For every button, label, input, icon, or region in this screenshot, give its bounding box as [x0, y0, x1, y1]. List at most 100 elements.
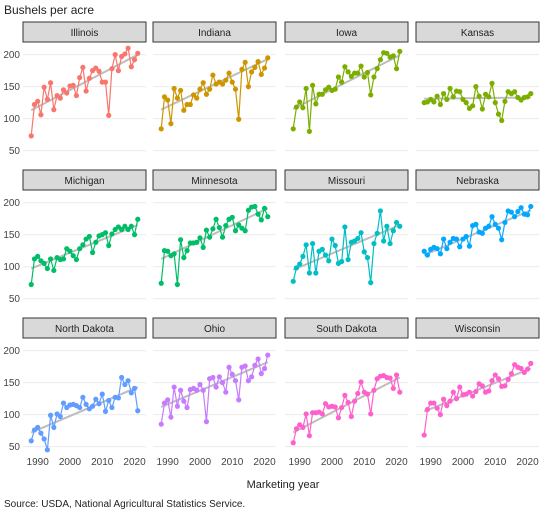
data-point: [358, 379, 364, 385]
data-point: [255, 356, 261, 362]
data-point: [345, 69, 351, 75]
data-point: [99, 391, 105, 397]
data-point: [161, 94, 168, 100]
panel-nebraska: Nebraska: [415, 169, 540, 300]
data-point: [203, 227, 210, 233]
panel-title-minnesota: Minnesota: [191, 176, 238, 187]
data-point: [528, 360, 534, 366]
data-point: [322, 252, 329, 258]
data-point: [441, 91, 447, 97]
panel-title-illinois: Illinois: [71, 28, 99, 39]
data-point: [453, 236, 460, 242]
data-point: [184, 404, 190, 411]
data-point: [319, 411, 325, 417]
data-point: [106, 242, 112, 249]
data-point: [229, 371, 235, 377]
data-point: [229, 79, 235, 85]
data-point: [265, 352, 271, 358]
data-point: [216, 374, 222, 380]
data-point: [434, 246, 440, 252]
data-point: [115, 68, 121, 74]
data-point: [258, 217, 264, 223]
data-point: [486, 388, 492, 394]
series-line-north-dakota: [30, 375, 139, 450]
data-point: [232, 228, 239, 234]
data-point: [265, 55, 271, 61]
data-point: [339, 404, 345, 411]
data-point: [319, 91, 325, 97]
data-point: [96, 68, 102, 74]
data-point: [384, 50, 390, 56]
data-point: [397, 389, 403, 395]
data-point: [115, 395, 121, 401]
data-point: [219, 81, 226, 87]
data-point: [252, 64, 258, 70]
data-point: [38, 112, 44, 118]
data-point: [125, 378, 131, 384]
data-point: [135, 216, 141, 222]
data-point: [466, 243, 473, 249]
data-point: [387, 375, 393, 381]
data-point: [194, 239, 200, 245]
data-point: [216, 224, 222, 231]
data-point: [518, 365, 524, 372]
data-point: [421, 248, 427, 254]
data-point: [434, 93, 440, 99]
data-point: [200, 244, 206, 250]
data-point: [178, 387, 184, 393]
data-point: [106, 112, 112, 118]
data-point: [524, 366, 531, 372]
data-point: [489, 214, 495, 220]
data-point: [245, 84, 251, 90]
data-point: [306, 433, 312, 439]
data-point: [232, 378, 239, 384]
data-point: [453, 396, 460, 402]
data-point: [203, 91, 210, 97]
data-point: [384, 223, 390, 229]
data-point: [89, 249, 96, 256]
data-point: [119, 226, 125, 233]
data-point: [329, 236, 335, 242]
panel-strip-illinois: [22, 21, 147, 43]
data-point: [348, 73, 354, 79]
data-point: [502, 219, 508, 226]
data-point: [207, 86, 213, 92]
data-point: [313, 270, 319, 276]
data-point: [128, 390, 134, 396]
data-point: [393, 66, 400, 72]
data-point: [390, 53, 396, 59]
data-point: [165, 248, 171, 254]
data-point: [109, 404, 115, 411]
data-point: [60, 256, 67, 262]
y-tick-label: 50: [9, 442, 21, 453]
data-point: [261, 65, 268, 71]
x-tick-label: 2020: [516, 457, 539, 468]
data-point: [178, 237, 184, 243]
data-point: [387, 240, 393, 247]
data-point: [223, 77, 229, 83]
panel-illinois: Illinois 50 100 150 200: [3, 21, 147, 157]
data-point: [158, 421, 164, 427]
data-point: [261, 365, 268, 372]
data-point: [502, 383, 508, 389]
data-point: [184, 248, 190, 254]
x-tick-label: 2000: [189, 457, 212, 468]
data-point: [242, 59, 248, 65]
data-point: [219, 234, 226, 240]
data-point: [424, 406, 431, 413]
panel-title-indiana: Indiana: [198, 28, 231, 39]
panel-strip-michigan: [22, 169, 147, 191]
data-point: [236, 116, 242, 122]
data-point: [255, 211, 261, 217]
x-tick-label: 2010: [221, 457, 244, 468]
data-point: [174, 403, 180, 409]
data-point: [44, 96, 50, 102]
data-point: [219, 380, 226, 386]
data-point: [377, 208, 383, 214]
y-tick-label: 150: [3, 230, 20, 241]
data-point: [83, 401, 89, 407]
data-point: [35, 424, 41, 430]
panel-title-ohio: Ohio: [204, 324, 226, 335]
data-point: [171, 384, 177, 390]
x-tick-label: 2020: [385, 457, 408, 468]
